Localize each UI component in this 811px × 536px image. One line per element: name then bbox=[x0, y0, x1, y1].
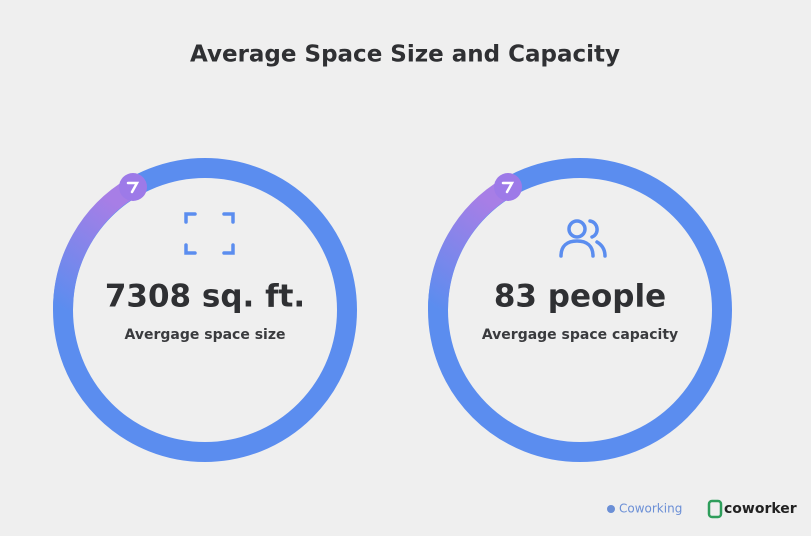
logo-text: Coworking bbox=[619, 502, 682, 516]
card: 7308 sq. ft. Avergage space size bbox=[52, 158, 357, 462]
card-value: 7308 sq. ft. bbox=[105, 279, 305, 315]
badge bbox=[119, 173, 147, 201]
ring-accent bbox=[52, 178, 139, 311]
logo-mark bbox=[707, 499, 723, 519]
size-icon bbox=[184, 212, 235, 255]
logos: Coworking coworker bbox=[607, 499, 797, 519]
logo-mark bbox=[607, 505, 615, 513]
people-icon bbox=[559, 219, 607, 258]
card-label: Avergage space size bbox=[125, 327, 286, 343]
card-label: Avergage space capacity bbox=[482, 327, 678, 343]
card: 83 people Avergage space capacity bbox=[427, 158, 732, 462]
title: Average Space Size and Capacity bbox=[190, 42, 620, 68]
card-value: 83 people bbox=[494, 279, 666, 315]
badge bbox=[494, 173, 522, 201]
badge-icon bbox=[501, 181, 515, 194]
logo-text: coworker bbox=[724, 501, 797, 517]
ring-accent bbox=[427, 178, 514, 311]
badge-icon bbox=[126, 181, 140, 194]
